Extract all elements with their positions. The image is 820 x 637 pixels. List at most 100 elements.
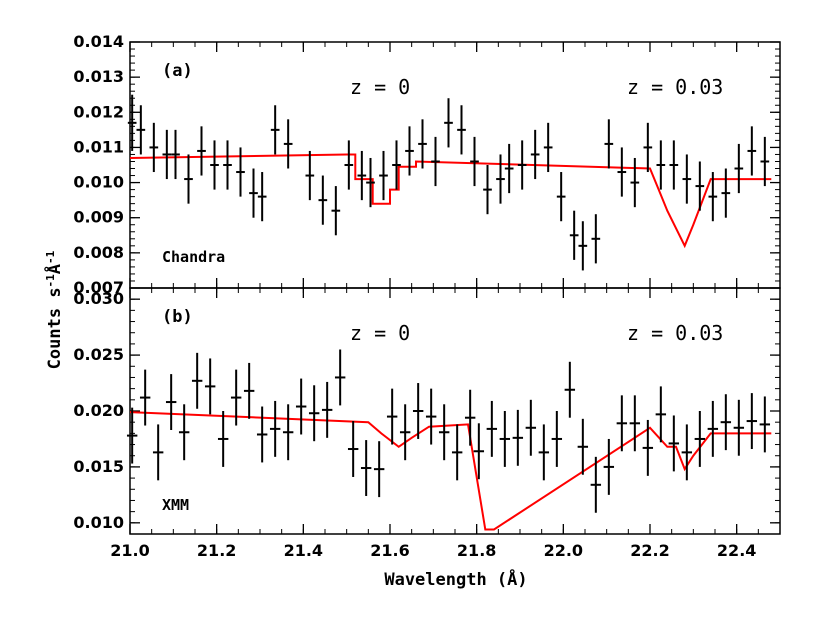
data-point bbox=[517, 140, 527, 190]
data-point bbox=[655, 386, 667, 443]
data-point bbox=[564, 361, 576, 418]
data-point bbox=[538, 424, 550, 481]
y-tick-label: 0.030 bbox=[73, 289, 124, 308]
data-point bbox=[149, 122, 159, 173]
y-tick-label: 0.014 bbox=[73, 32, 124, 51]
data-point bbox=[759, 396, 771, 453]
y-tick-label: 0.008 bbox=[73, 243, 124, 262]
y-tick-label: 0.025 bbox=[73, 345, 124, 364]
data-point bbox=[556, 172, 566, 222]
data-point bbox=[694, 411, 706, 467]
data-point bbox=[418, 119, 427, 169]
data-point bbox=[616, 395, 628, 452]
x-tick-label: 21.0 bbox=[110, 541, 149, 560]
data-point bbox=[733, 399, 745, 456]
data-point bbox=[577, 418, 589, 475]
data-point bbox=[373, 441, 385, 498]
data-point bbox=[256, 406, 268, 463]
y-tick-label: 0.010 bbox=[73, 173, 124, 192]
z-label-003: z = 0.03 bbox=[627, 321, 723, 345]
x-tick-label: 21.6 bbox=[370, 541, 409, 560]
panel-tag: (a) bbox=[162, 61, 193, 81]
data-point bbox=[360, 440, 372, 496]
data-point bbox=[405, 126, 414, 176]
y-tick-label: 0.013 bbox=[73, 67, 124, 86]
data-point bbox=[590, 456, 602, 513]
data-point bbox=[210, 140, 219, 190]
data-point bbox=[669, 140, 679, 190]
y-axis-title-unit: Å bbox=[42, 264, 65, 274]
data-point bbox=[197, 126, 206, 176]
panel-tag: (b) bbox=[162, 307, 193, 327]
data-point bbox=[747, 126, 757, 176]
data-point bbox=[318, 175, 328, 225]
data-point bbox=[473, 423, 485, 480]
data-point bbox=[236, 147, 245, 197]
model-line-a bbox=[129, 153, 772, 249]
data-point bbox=[721, 168, 731, 218]
y-tick-label: 0.007 bbox=[73, 278, 124, 297]
data-point bbox=[451, 424, 463, 481]
data-point bbox=[270, 105, 280, 155]
data-point bbox=[617, 147, 627, 197]
data-point bbox=[295, 378, 307, 435]
data-point bbox=[282, 404, 294, 461]
data-point bbox=[734, 143, 744, 194]
data-point bbox=[283, 119, 293, 169]
z-label-0: z = 0 bbox=[350, 75, 410, 99]
data-point bbox=[530, 129, 540, 180]
y-axis-title-exp1: -1 bbox=[44, 274, 57, 288]
data-point bbox=[668, 415, 680, 472]
data-point bbox=[230, 369, 242, 426]
z-label-003: z = 0.03 bbox=[627, 75, 723, 99]
data-point bbox=[681, 424, 693, 481]
data-point bbox=[496, 154, 505, 204]
y-axis-title: Counts s-1Å-1 bbox=[42, 250, 65, 369]
data-point bbox=[656, 140, 666, 190]
data-point bbox=[504, 143, 514, 194]
y-tick-label: 0.012 bbox=[73, 102, 124, 121]
data-point bbox=[643, 122, 653, 173]
data-point bbox=[720, 394, 732, 451]
z-label-0: z = 0 bbox=[350, 321, 410, 345]
data-point bbox=[191, 352, 203, 409]
data-point bbox=[682, 154, 692, 204]
x-tick-label: 21.8 bbox=[457, 541, 496, 560]
data-point bbox=[457, 105, 466, 155]
data-point bbox=[438, 404, 450, 461]
data-point bbox=[578, 221, 588, 271]
x-tick-label: 22.0 bbox=[544, 541, 583, 560]
data-point bbox=[217, 411, 229, 467]
x-tick-label: 22.4 bbox=[717, 541, 756, 560]
data-point bbox=[525, 399, 537, 456]
data-point bbox=[444, 98, 453, 148]
data-point bbox=[386, 388, 398, 445]
panel-a: 0.007 0.008 0.009 0.010 0.011 0.012 0.013 0.014… bbox=[73, 32, 781, 297]
data-point bbox=[127, 94, 137, 151]
data-point bbox=[483, 165, 492, 215]
data-point bbox=[331, 186, 341, 236]
y-tick-label: 0.011 bbox=[73, 137, 124, 156]
x-tick-label: 21.2 bbox=[197, 541, 236, 560]
data-point bbox=[695, 161, 705, 211]
y-tick-label: 0.020 bbox=[73, 401, 124, 420]
data-point bbox=[707, 400, 719, 457]
data-point bbox=[642, 419, 654, 476]
data-point bbox=[139, 369, 151, 426]
data-point bbox=[604, 119, 614, 169]
x-tick-label: 21.4 bbox=[284, 541, 323, 560]
x-axis-title: Wavelength (Å) bbox=[384, 567, 527, 590]
data-point bbox=[512, 409, 524, 466]
data-point bbox=[321, 381, 333, 438]
data-point bbox=[204, 358, 216, 415]
data-point bbox=[629, 395, 641, 452]
instrument-label: XMM bbox=[162, 496, 189, 514]
data-point bbox=[499, 411, 511, 467]
data-point bbox=[412, 383, 424, 439]
data-point bbox=[223, 140, 232, 190]
data-point bbox=[249, 168, 258, 218]
data-point bbox=[152, 424, 164, 481]
data-point bbox=[184, 154, 193, 204]
y-tick-label: 0.010 bbox=[73, 513, 124, 532]
data-point bbox=[399, 404, 411, 461]
